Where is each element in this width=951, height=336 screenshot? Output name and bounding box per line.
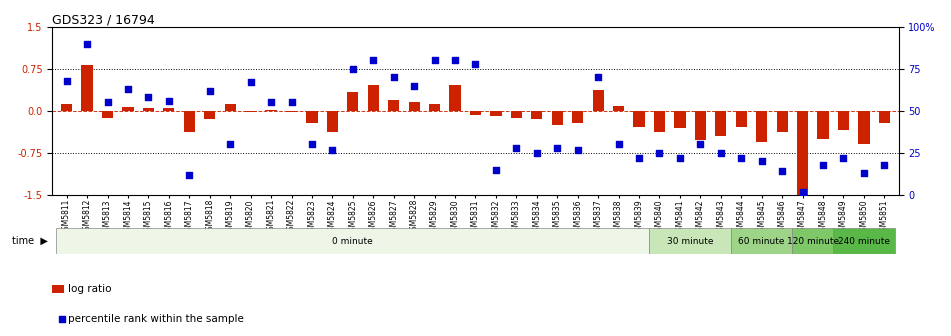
Bar: [56, 228, 650, 254]
Point: [162, 98, 177, 103]
Bar: [674, 111, 686, 128]
Point: [182, 172, 197, 177]
Point: [223, 142, 238, 147]
Point: [243, 80, 259, 85]
Point: [366, 58, 381, 63]
Bar: [592, 90, 604, 111]
Point: [448, 58, 463, 63]
Point: [550, 145, 565, 151]
Bar: [204, 111, 215, 119]
Bar: [327, 111, 338, 132]
Bar: [184, 111, 195, 132]
Bar: [123, 107, 133, 111]
Point: [386, 75, 401, 80]
Point: [651, 150, 667, 156]
Point: [692, 142, 708, 147]
Bar: [265, 110, 277, 111]
Bar: [552, 111, 563, 125]
Point: [263, 100, 279, 105]
Bar: [368, 85, 378, 111]
Bar: [347, 92, 359, 111]
Point: [59, 78, 74, 83]
Point: [407, 83, 422, 88]
Bar: [654, 111, 665, 132]
Bar: [102, 111, 113, 118]
Point: [856, 170, 871, 176]
Bar: [633, 111, 645, 127]
Bar: [491, 111, 501, 117]
Point: [345, 66, 360, 72]
Point: [836, 155, 851, 161]
Bar: [792, 228, 833, 254]
Bar: [715, 111, 727, 136]
Bar: [756, 111, 767, 142]
Bar: [61, 104, 72, 111]
Text: percentile rank within the sample: percentile rank within the sample: [68, 314, 244, 324]
Point: [121, 86, 136, 92]
Bar: [511, 111, 522, 118]
Point: [591, 75, 606, 80]
Bar: [650, 228, 731, 254]
Point: [54, 317, 69, 322]
Bar: [224, 103, 236, 111]
Bar: [859, 111, 869, 144]
Text: GDS323 / 16794: GDS323 / 16794: [52, 13, 155, 27]
Bar: [532, 111, 542, 119]
Bar: [450, 85, 460, 111]
Point: [203, 88, 218, 93]
Point: [141, 95, 156, 100]
Point: [713, 150, 728, 156]
Bar: [818, 111, 828, 139]
Bar: [388, 100, 399, 111]
Text: 240 minute: 240 minute: [838, 237, 890, 246]
Point: [80, 41, 95, 46]
Text: 60 minute: 60 minute: [739, 237, 785, 246]
Point: [754, 159, 769, 164]
Text: 30 minute: 30 minute: [667, 237, 713, 246]
Point: [100, 100, 115, 105]
Point: [529, 150, 544, 156]
Text: 0 minute: 0 minute: [333, 237, 373, 246]
Point: [815, 162, 830, 167]
Point: [611, 142, 626, 147]
Bar: [409, 102, 419, 111]
Bar: [613, 107, 624, 111]
Bar: [143, 108, 154, 111]
Bar: [82, 65, 92, 111]
Point: [877, 162, 892, 167]
Bar: [879, 111, 890, 123]
Point: [774, 169, 789, 174]
Point: [570, 147, 585, 152]
Bar: [164, 108, 174, 111]
Bar: [306, 111, 318, 123]
Point: [284, 100, 300, 105]
Bar: [429, 103, 440, 111]
Bar: [833, 228, 895, 254]
Point: [509, 145, 524, 151]
Point: [733, 155, 748, 161]
Point: [631, 155, 647, 161]
Point: [795, 189, 810, 194]
Point: [427, 58, 442, 63]
Bar: [777, 111, 787, 132]
Point: [304, 142, 320, 147]
Point: [672, 155, 688, 161]
Bar: [245, 111, 256, 112]
Text: 120 minute: 120 minute: [786, 237, 839, 246]
Bar: [573, 111, 583, 123]
Bar: [695, 111, 706, 140]
Point: [468, 61, 483, 67]
Point: [488, 167, 503, 172]
Text: time  ▶: time ▶: [11, 236, 48, 246]
Point: [325, 147, 340, 152]
Bar: [736, 111, 747, 127]
Bar: [838, 111, 849, 130]
Text: log ratio: log ratio: [68, 284, 112, 294]
Bar: [797, 111, 808, 195]
Bar: [470, 111, 481, 115]
Bar: [286, 111, 297, 112]
Bar: [731, 228, 792, 254]
